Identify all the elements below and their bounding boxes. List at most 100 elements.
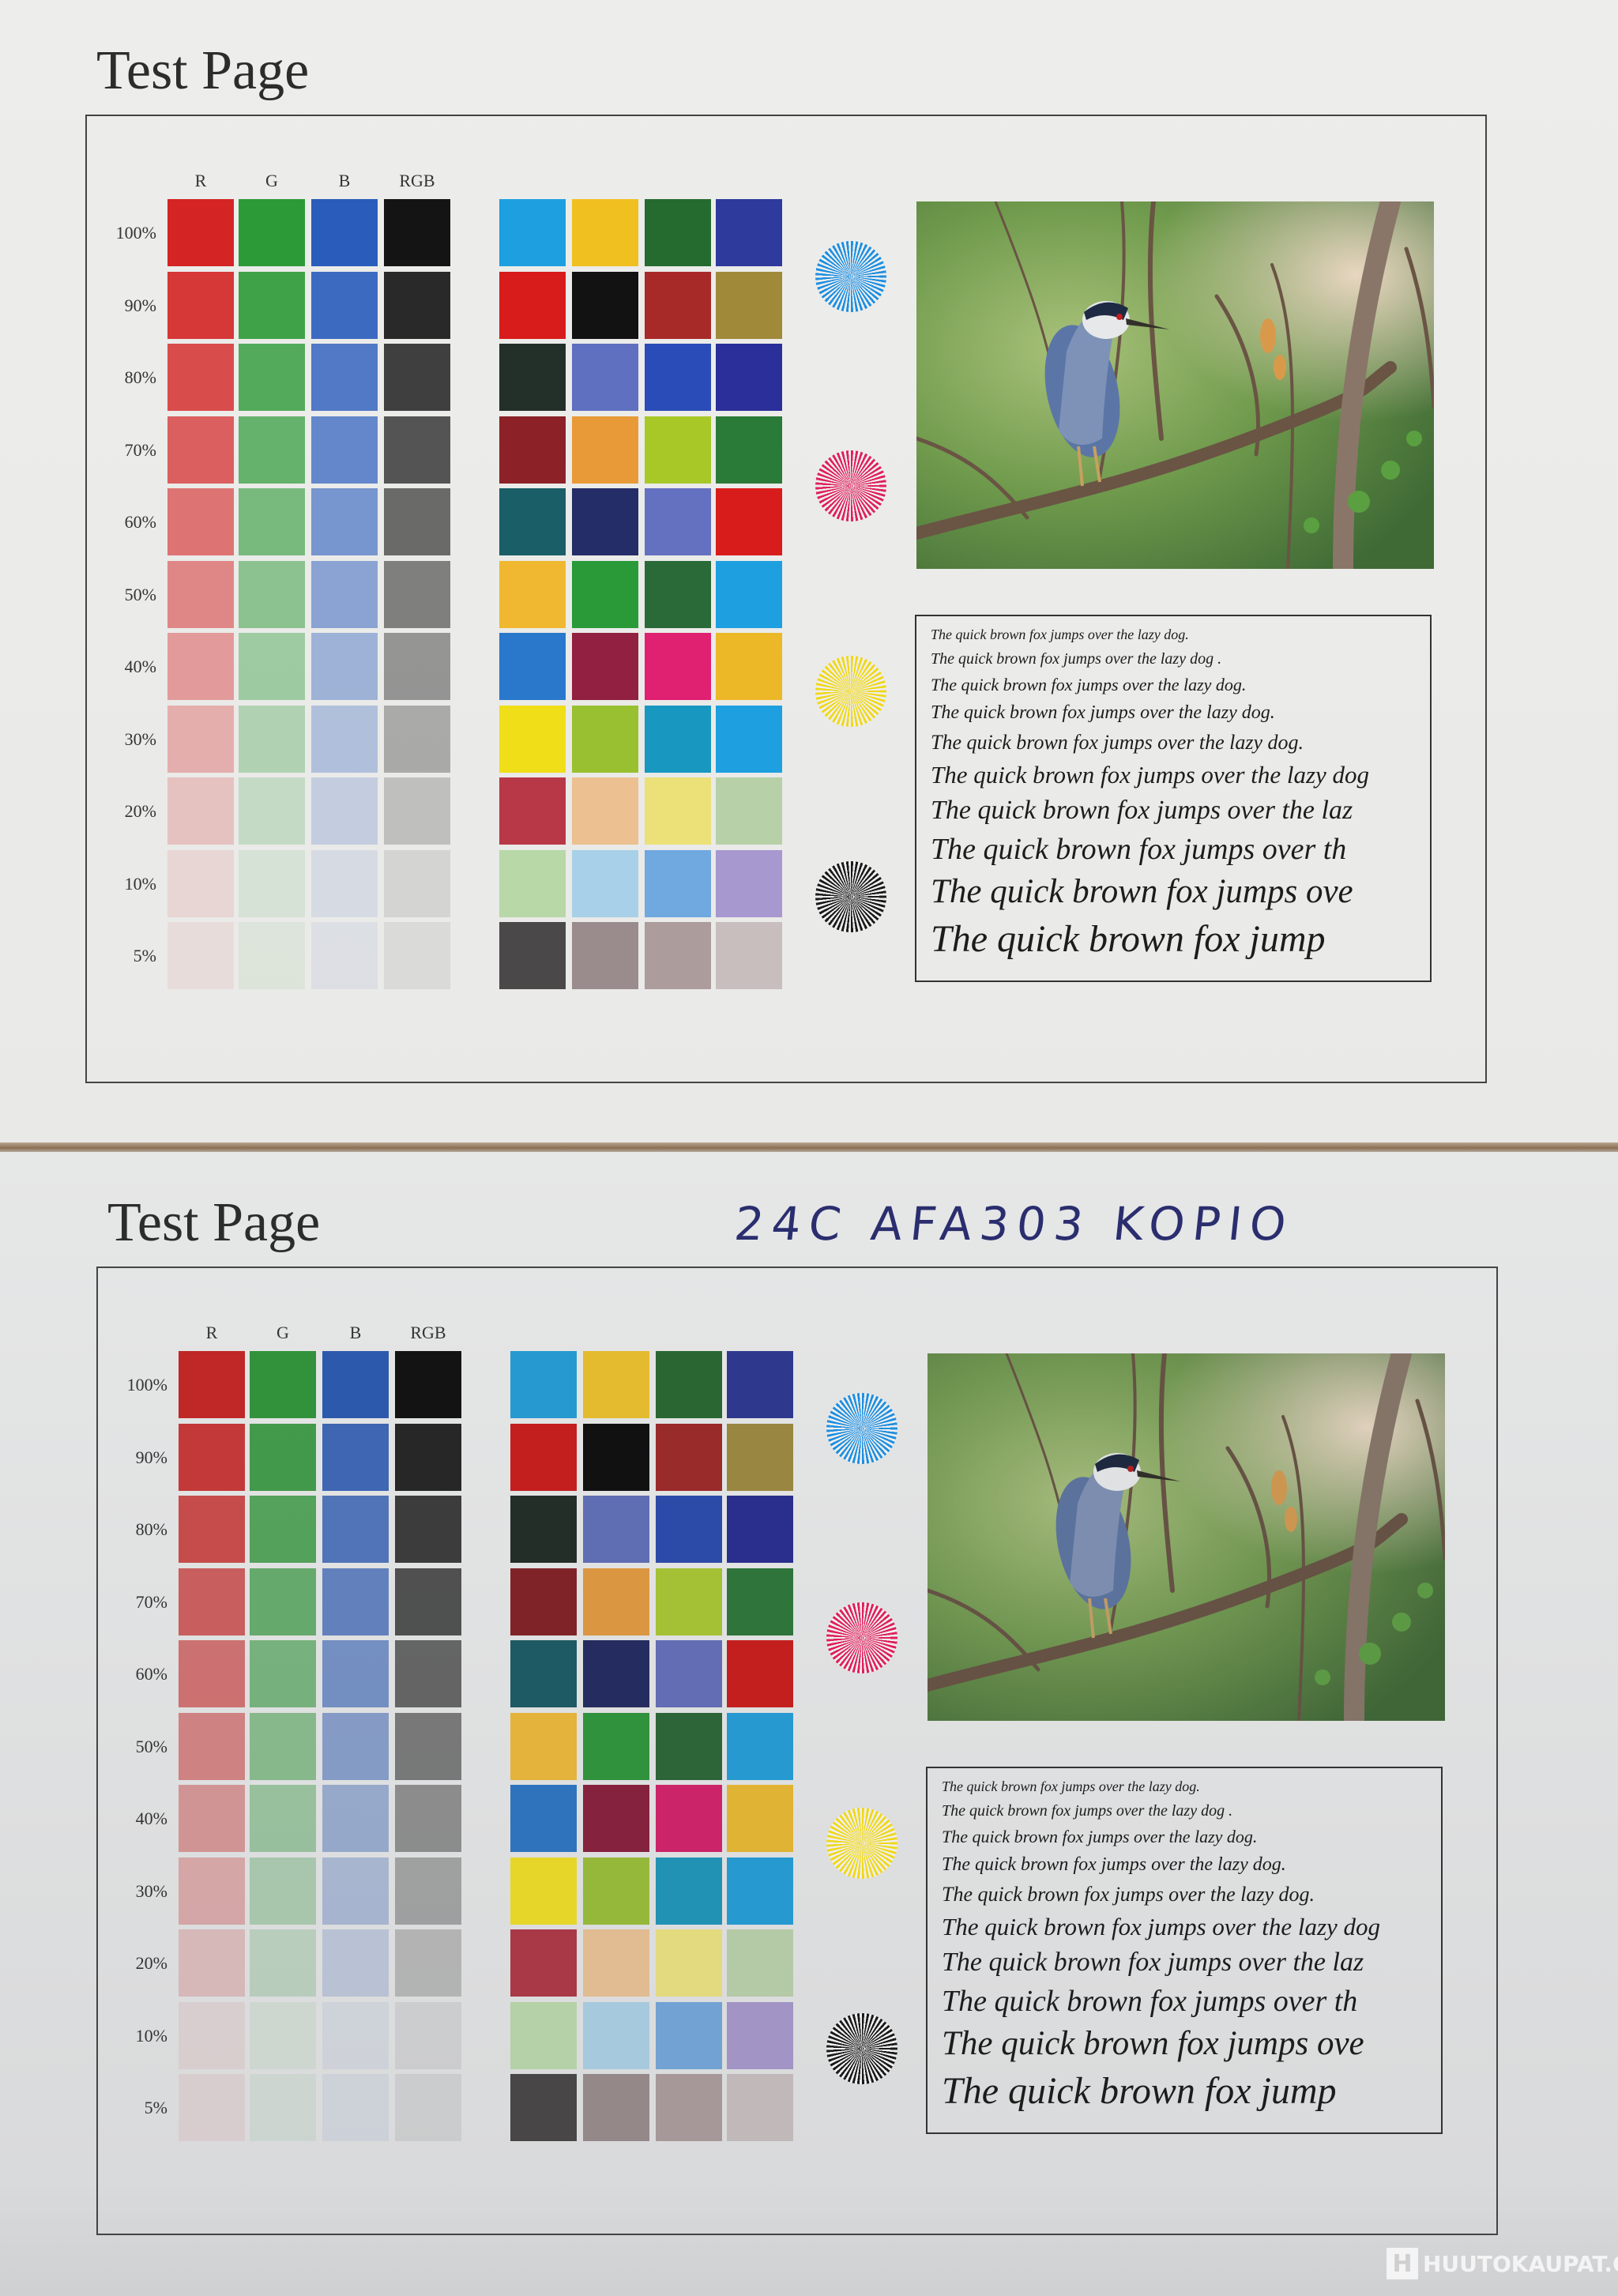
- palette-swatch: [510, 1423, 577, 1491]
- ramp-swatch-r: [179, 1568, 245, 1635]
- percent-label: 80%: [135, 1519, 167, 1539]
- ramp-swatch-r: [179, 1351, 245, 1418]
- ramp-swatch-rgb: [384, 488, 450, 555]
- palette-swatch: [572, 922, 638, 989]
- percent-label: 60%: [135, 1664, 167, 1684]
- percent-label: 20%: [124, 801, 156, 821]
- palette-swatch: [583, 1496, 649, 1563]
- ramp-swatch-g: [239, 199, 305, 266]
- palette-swatch: [645, 849, 711, 917]
- ramp-swatch-rgb: [395, 2001, 461, 2069]
- ramp-swatch-r: [179, 1929, 245, 1997]
- ramp-swatch-b: [322, 1929, 389, 1997]
- percent-label: 50%: [135, 1736, 167, 1756]
- palette-swatch: [727, 1351, 793, 1418]
- palette-swatch: [645, 488, 711, 555]
- palette-swatch: [716, 344, 782, 411]
- ramp-swatch-b: [322, 1857, 389, 1925]
- sample-text-line: The quick brown fox jumps ove: [931, 873, 1353, 910]
- sample-text-box: The quick brown fox jumps over the lazy …: [926, 1767, 1443, 2134]
- page-border: [96, 1267, 1498, 2235]
- ramp-swatch-rgb: [384, 633, 450, 700]
- starburst-target-icon: [815, 861, 886, 932]
- ramp-swatch-r: [179, 2074, 245, 2141]
- ramp-swatch-b: [311, 199, 378, 266]
- ramp-swatch-g: [250, 2074, 316, 2141]
- ramp-swatch-rgb: [395, 1423, 461, 1491]
- palette-swatch: [656, 1712, 722, 1780]
- palette-swatch: [656, 1496, 722, 1563]
- ramp-swatch-g: [250, 1351, 316, 1418]
- ramp-swatch-r: [179, 1423, 245, 1491]
- percent-label: 40%: [135, 1809, 167, 1828]
- palette-swatch: [656, 2074, 722, 2141]
- ramp-swatch-b: [311, 271, 378, 339]
- palette-swatch: [510, 1929, 577, 1997]
- palette-swatch: [727, 1423, 793, 1491]
- starburst-target-icon: [815, 656, 886, 727]
- sample-text-line: The quick brown fox jumps over the lazy …: [931, 627, 1189, 642]
- starburst-target-icon: [815, 450, 886, 521]
- sample-text-line: The quick brown fox jumps over the lazy …: [931, 731, 1304, 754]
- watermark: H HUUTOKAUPAT.COM: [1387, 2248, 1618, 2279]
- starburst-target-icon: [826, 1393, 897, 1464]
- sample-text-line: The quick brown fox jumps over the laz: [942, 1948, 1364, 1977]
- column-header-b: B: [349, 1323, 362, 1342]
- palette-swatch: [645, 633, 711, 700]
- ramp-swatch-g: [239, 488, 305, 555]
- ramp-swatch-g: [239, 560, 305, 628]
- ramp-swatch-r: [179, 2001, 245, 2069]
- percent-label: 30%: [124, 728, 156, 749]
- bird-photo: [928, 1353, 1445, 1721]
- ramp-swatch-r: [167, 633, 234, 700]
- ramp-swatch-g: [239, 416, 305, 484]
- palette-swatch: [727, 2074, 793, 2141]
- palette-swatch: [499, 344, 566, 411]
- percent-label: 5%: [133, 946, 156, 965]
- palette-swatch: [572, 199, 638, 266]
- ramp-swatch-g: [250, 1857, 316, 1925]
- palette-swatch: [716, 633, 782, 700]
- ramp-swatch-g: [250, 1496, 316, 1563]
- palette-swatch: [656, 1640, 722, 1707]
- ramp-swatch-rgb: [395, 1496, 461, 1563]
- ramp-swatch-b: [322, 1785, 389, 1852]
- ramp-swatch-g: [250, 1785, 316, 1852]
- palette-swatch: [510, 1351, 577, 1418]
- handwritten-note: 24C AFA303 KOPIO: [732, 1197, 1297, 1251]
- page-title: Test Page: [107, 1192, 321, 1253]
- palette-swatch: [572, 560, 638, 628]
- palette-swatch: [510, 1496, 577, 1563]
- ramp-swatch-g: [239, 633, 305, 700]
- palette-swatch: [499, 705, 566, 773]
- ramp-swatch-b: [322, 1351, 389, 1418]
- column-header-rgb: RGB: [410, 1323, 446, 1342]
- ramp-swatch-rgb: [384, 199, 450, 266]
- palette-swatch: [583, 1351, 649, 1418]
- ramp-swatch-rgb: [395, 1351, 461, 1418]
- page-border: [85, 115, 1487, 1083]
- palette-swatch: [716, 416, 782, 484]
- ramp-swatch-r: [179, 1496, 245, 1563]
- palette-swatch: [727, 1712, 793, 1780]
- percent-label: 90%: [135, 1447, 167, 1467]
- watermark-logo-icon: H: [1387, 2248, 1418, 2279]
- sample-text-line: The quick brown fox jumps ove: [942, 2025, 1364, 2062]
- percent-label: 100%: [126, 1375, 167, 1395]
- percent-label: 100%: [115, 223, 156, 243]
- ramp-swatch-g: [250, 1423, 316, 1491]
- sample-text-line: The quick brown fox jump: [942, 2070, 1337, 2112]
- palette-swatch: [716, 199, 782, 266]
- sample-text-line: The quick brown fox jumps over the lazy …: [942, 1778, 1200, 1794]
- sample-text-line: The quick brown fox jumps over the lazy …: [942, 1883, 1315, 1906]
- palette-swatch: [727, 1857, 793, 1925]
- ramp-swatch-rgb: [384, 922, 450, 989]
- sample-text-line: The quick brown fox jumps over the lazy …: [931, 650, 1222, 668]
- palette-swatch: [583, 2074, 649, 2141]
- palette-swatch: [583, 1785, 649, 1852]
- ramp-swatch-b: [311, 344, 378, 411]
- palette-swatch: [572, 488, 638, 555]
- percent-label: 50%: [124, 584, 156, 604]
- ramp-swatch-b: [322, 1640, 389, 1707]
- ramp-swatch-g: [250, 1640, 316, 1707]
